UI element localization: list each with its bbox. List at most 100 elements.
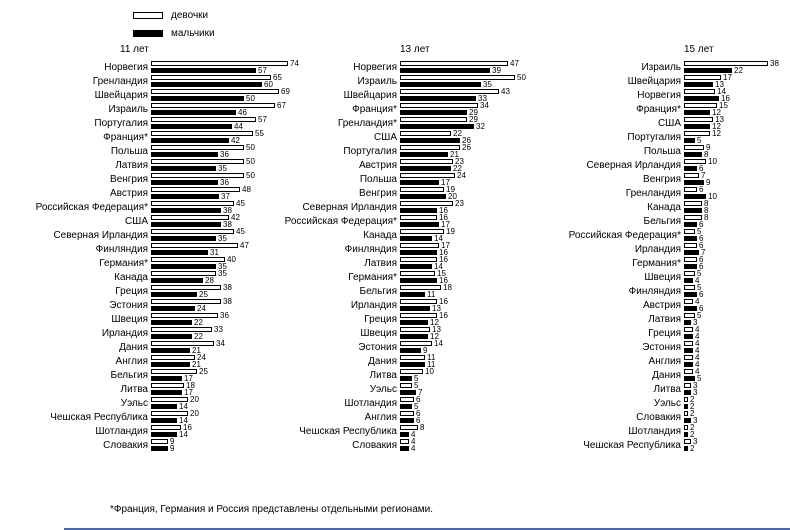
boys-bar — [400, 138, 460, 143]
girls-value: 8 — [704, 199, 709, 208]
boys-bar-line: 17 — [400, 179, 466, 187]
girls-bar — [151, 383, 184, 388]
girls-value: 8 — [420, 423, 425, 432]
girls-value: 29 — [469, 115, 478, 124]
boys-bar-line: 4 — [684, 333, 699, 341]
boys-bar-line: 12 — [684, 109, 728, 117]
country-label: Эстония — [642, 341, 681, 353]
country-label: Австрия — [642, 299, 681, 311]
girls-value: 11 — [427, 353, 436, 362]
girls-bar-line: 47 — [400, 60, 519, 68]
boys-bar — [151, 82, 262, 87]
chart-row: Франция* 15 12 — [538, 102, 779, 117]
boys-bar — [151, 334, 192, 339]
boys-bar — [684, 320, 691, 325]
boys-bar-line: 46 — [151, 109, 286, 117]
boys-value: 6 — [699, 290, 704, 299]
girls-value: 5 — [414, 381, 419, 390]
girls-bar — [684, 145, 704, 150]
bar-pair: 16 14 — [400, 256, 448, 271]
chart-row: Эстония 4 4 — [538, 340, 779, 355]
boys-bar — [684, 180, 704, 185]
girls-value: 5 — [697, 269, 702, 278]
boys-value: 4 — [411, 430, 416, 439]
girls-bar — [151, 439, 168, 444]
boys-bar — [400, 96, 476, 101]
boys-bar-line: 5 — [400, 403, 420, 411]
girls-value: 67 — [277, 101, 286, 110]
girls-bar — [400, 243, 439, 248]
boys-value: 14 — [179, 416, 188, 425]
girls-bar-line: 43 — [400, 88, 510, 96]
boys-bar-line: 9 — [151, 445, 174, 453]
girls-value: 23 — [455, 157, 464, 166]
country-label: Франция* — [636, 103, 681, 115]
girls-value: 20 — [190, 409, 199, 418]
girls-bar-line: 35 — [151, 270, 227, 278]
country-label: Ирландия — [101, 327, 148, 339]
girls-bar-line: 10 — [684, 158, 717, 166]
girls-bar — [684, 397, 688, 402]
girls-bar — [151, 103, 275, 108]
bar-pair: 38 24 — [151, 298, 232, 313]
bar-pair: 33 22 — [151, 326, 223, 341]
boys-bar-line: 6 — [684, 290, 704, 299]
girls-bar-line: 20 — [151, 409, 199, 418]
boys-value: 35 — [218, 262, 227, 271]
girls-value: 38 — [223, 283, 232, 292]
boys-value: 10 — [708, 192, 717, 201]
bar-pair: 45 38 — [151, 200, 245, 215]
girls-value: 5 — [697, 311, 702, 320]
boys-value: 17 — [184, 388, 193, 397]
girls-bar — [151, 173, 244, 178]
bar-pair: 34 29 — [400, 102, 489, 117]
chart-row: Бельгия 18 11 — [281, 284, 526, 299]
bar-pair: 14 9 — [400, 340, 443, 355]
chart-row: Финляндия 17 16 — [281, 242, 526, 257]
boys-bar — [684, 306, 697, 311]
chart-row: Северная Ирландия 45 35 — [20, 228, 299, 243]
boys-bar — [400, 390, 416, 395]
bar-pair: 40 35 — [151, 256, 236, 271]
chart-row: Российская Федерация* 16 17 — [281, 214, 526, 229]
boys-bar-line: 4 — [400, 445, 415, 453]
boys-bar-line: 13 — [684, 81, 732, 89]
girls-bar — [684, 341, 693, 346]
bar-pair: 36 22 — [151, 312, 229, 327]
girls-bar — [400, 159, 453, 164]
country-label: Шотландия — [95, 425, 148, 437]
boys-value: 22 — [734, 66, 743, 75]
girls-bar — [400, 355, 425, 360]
boys-bar — [684, 390, 691, 395]
boys-value: 16 — [439, 276, 448, 285]
girls-value: 10 — [425, 367, 434, 376]
bar-pair: 34 21 — [151, 340, 225, 355]
girls-bar-line: 38 — [151, 283, 232, 292]
bar-pair: 16 14 — [151, 424, 192, 439]
country-label: Норвегия — [353, 61, 397, 73]
boys-bar-line: 22 — [151, 333, 223, 341]
girls-value: 47 — [240, 241, 249, 250]
bar-pair: 23 22 — [400, 157, 464, 173]
boys-value: 4 — [695, 276, 700, 285]
boys-bar-line: 35 — [400, 81, 526, 89]
boys-value: 32 — [476, 122, 485, 131]
boys-value: 4 — [695, 346, 700, 355]
chart-row: Литва 3 3 — [538, 382, 779, 397]
girls-bar-line: 40 — [151, 256, 236, 264]
country-label: Шотландия — [344, 397, 397, 409]
girls-bar-line: 24 — [151, 354, 206, 362]
boys-bar — [400, 362, 425, 367]
boys-value: 26 — [462, 136, 471, 145]
bar-pair: 50 35 — [400, 74, 526, 89]
country-label: Португалия — [94, 117, 148, 129]
chart-row: Англия 6 6 — [281, 410, 526, 425]
boys-value: 2 — [690, 402, 695, 411]
bar-pair: 38 25 — [151, 283, 232, 299]
boys-bar-line: 38 — [151, 207, 245, 215]
bar-pair: 19 14 — [400, 228, 455, 243]
